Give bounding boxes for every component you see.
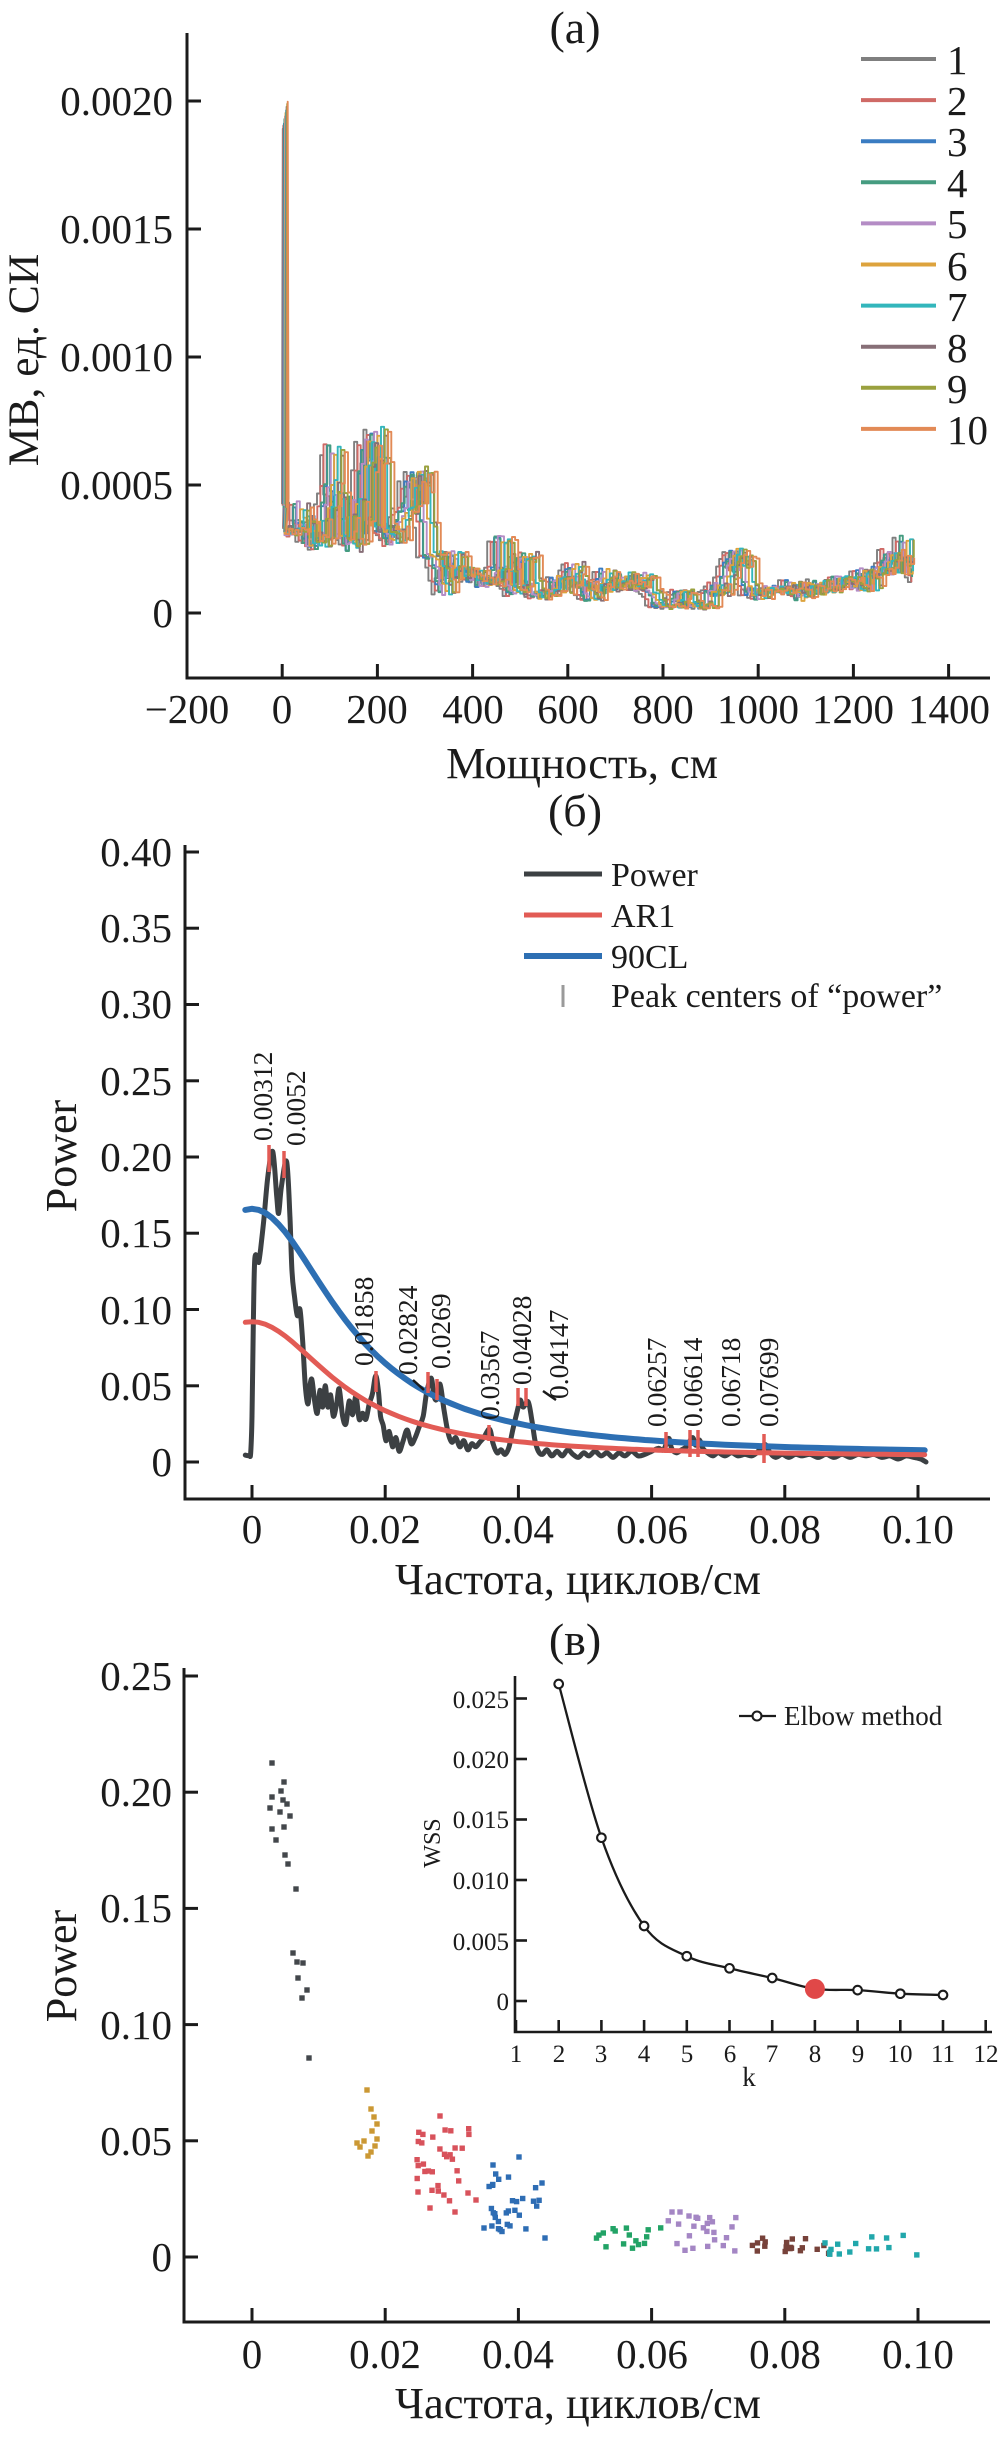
svg-text:4: 4	[638, 2041, 651, 2068]
svg-text:0.02: 0.02	[349, 2331, 421, 2377]
svg-text:0: 0	[497, 1989, 510, 2016]
svg-text:1000: 1000	[717, 686, 799, 732]
svg-text:5: 5	[947, 201, 968, 247]
svg-text:0.10: 0.10	[882, 2331, 954, 2377]
svg-text:0.005: 0.005	[453, 1929, 509, 1956]
svg-text:1: 1	[510, 2041, 523, 2068]
svg-text:МВ, ед. СИ: МВ, ед. СИ	[0, 254, 48, 467]
svg-text:12: 12	[974, 2041, 999, 2068]
svg-text:0.06: 0.06	[616, 2331, 688, 2377]
svg-text:k: k	[742, 2062, 756, 2092]
svg-text:7: 7	[766, 2041, 779, 2068]
svg-text:(а): (а)	[549, 2, 600, 53]
svg-text:0.0052: 0.0052	[280, 1070, 311, 1146]
svg-text:Частота, циклов/см: Частота, циклов/см	[395, 1554, 761, 1604]
svg-text:0.20: 0.20	[100, 1134, 172, 1180]
svg-text:2: 2	[947, 78, 968, 124]
svg-text:0.0010: 0.0010	[60, 334, 173, 380]
svg-text:8: 8	[809, 2041, 822, 2068]
svg-text:10: 10	[888, 2041, 913, 2068]
svg-text:0.35: 0.35	[100, 905, 172, 951]
svg-text:0.05: 0.05	[100, 1363, 172, 1409]
svg-text:0.04: 0.04	[482, 1506, 554, 1552]
svg-text:WSS: WSS	[420, 1818, 446, 1867]
svg-text:0.40: 0.40	[100, 829, 172, 875]
svg-text:Power: Power	[37, 1909, 86, 2022]
svg-text:4: 4	[947, 160, 968, 206]
svg-text:AR1: AR1	[611, 898, 675, 935]
svg-text:0.05: 0.05	[100, 2118, 172, 2164]
svg-text:6: 6	[947, 243, 968, 289]
svg-text:6: 6	[724, 2041, 737, 2068]
svg-text:9: 9	[947, 366, 968, 412]
svg-text:0.06614: 0.06614	[677, 1337, 708, 1427]
svg-text:0.20: 0.20	[100, 1769, 172, 1815]
svg-text:0.06: 0.06	[616, 1506, 688, 1552]
svg-text:0: 0	[242, 1506, 263, 1552]
svg-text:0.01858: 0.01858	[348, 1277, 379, 1366]
svg-text:0.07699: 0.07699	[753, 1338, 784, 1427]
svg-text:0.08: 0.08	[749, 1506, 821, 1552]
svg-text:0.0015: 0.0015	[60, 206, 173, 252]
svg-text:0.10: 0.10	[100, 2002, 172, 2048]
svg-text:Частота, циклов/см: Частота, циклов/см	[395, 2378, 761, 2428]
svg-text:1200: 1200	[812, 686, 894, 732]
svg-text:0.25: 0.25	[100, 1058, 172, 1104]
svg-text:2: 2	[553, 2041, 566, 2068]
svg-text:5: 5	[681, 2041, 694, 2068]
svg-text:Мощность, см: Мощность, см	[446, 738, 718, 788]
svg-text:0.0269: 0.0269	[425, 1293, 456, 1369]
svg-text:0.025: 0.025	[453, 1687, 509, 1714]
svg-text:7: 7	[947, 284, 968, 330]
svg-text:800: 800	[632, 686, 694, 732]
svg-text:0.25: 0.25	[100, 1653, 172, 1699]
svg-text:0.02: 0.02	[349, 1506, 421, 1552]
svg-text:9: 9	[852, 2041, 865, 2068]
svg-text:0.010: 0.010	[453, 1868, 509, 1895]
svg-text:0.06718: 0.06718	[715, 1338, 746, 1427]
svg-text:0.10: 0.10	[100, 1287, 172, 1333]
svg-text:90CL: 90CL	[611, 939, 688, 976]
svg-text:0.0005: 0.0005	[60, 462, 173, 508]
svg-text:(в): (в)	[549, 1614, 601, 1665]
svg-text:0.03567: 0.03567	[474, 1331, 505, 1420]
svg-text:0.020: 0.020	[453, 1747, 509, 1774]
svg-text:8: 8	[947, 325, 968, 371]
svg-text:0: 0	[153, 590, 174, 636]
svg-text:0: 0	[152, 1439, 173, 1485]
svg-text:3: 3	[595, 2041, 608, 2068]
svg-text:(б): (б)	[548, 785, 602, 836]
svg-text:600: 600	[537, 686, 599, 732]
svg-text:3: 3	[947, 119, 968, 165]
svg-text:0.10: 0.10	[882, 1506, 954, 1552]
svg-text:0.15: 0.15	[100, 1885, 172, 1931]
svg-text:0.02824: 0.02824	[392, 1285, 423, 1375]
svg-text:200: 200	[346, 686, 408, 732]
svg-text:0.08: 0.08	[749, 2331, 821, 2377]
svg-text:0.04028: 0.04028	[506, 1296, 537, 1385]
svg-text:0.04: 0.04	[482, 2331, 554, 2377]
svg-text:Peak centers of “power”: Peak centers of “power”	[611, 978, 942, 1015]
svg-text:0: 0	[242, 2331, 263, 2377]
svg-text:11: 11	[931, 2041, 955, 2068]
svg-text:0.06257: 0.06257	[641, 1338, 672, 1427]
svg-text:0: 0	[272, 686, 293, 732]
svg-text:0.00312: 0.00312	[247, 1052, 278, 1141]
svg-text:0.15: 0.15	[100, 1210, 172, 1256]
svg-text:Power: Power	[611, 857, 699, 894]
svg-text:0.04147: 0.04147	[543, 1310, 574, 1399]
svg-text:0.015: 0.015	[453, 1807, 509, 1834]
svg-text:0.0020: 0.0020	[60, 78, 173, 124]
svg-text:0.30: 0.30	[100, 981, 172, 1027]
svg-text:400: 400	[442, 686, 504, 732]
svg-text:10: 10	[947, 407, 988, 453]
svg-text:Power: Power	[37, 1099, 86, 1212]
svg-text:0: 0	[152, 2234, 173, 2280]
svg-text:Elbow method: Elbow method	[784, 1701, 943, 1731]
svg-text:1: 1	[947, 37, 968, 83]
svg-text:−200: −200	[145, 686, 230, 732]
svg-text:1400: 1400	[908, 686, 990, 732]
